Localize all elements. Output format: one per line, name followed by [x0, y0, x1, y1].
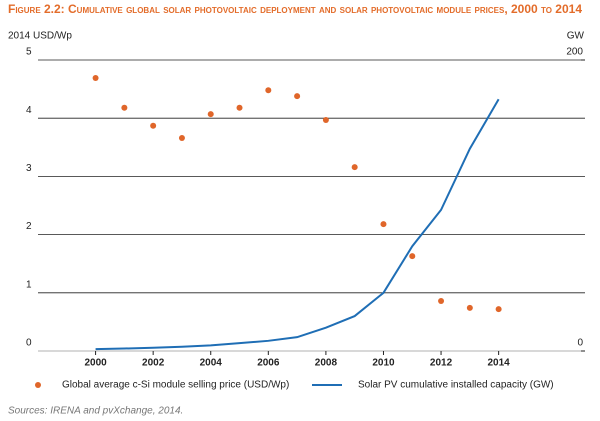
price-dot	[409, 253, 416, 260]
x-tick-label: 2006	[257, 358, 280, 369]
capacity-line	[95, 98, 500, 351]
y-tick-label: 4	[26, 105, 32, 116]
y-tick-label: 1	[26, 279, 32, 290]
price-dot	[92, 75, 99, 82]
legend-label: Global average c-Si module selling price…	[62, 380, 289, 391]
x-tick-label: 2012	[430, 358, 453, 369]
price-dot	[495, 306, 502, 313]
legend-swatch	[35, 382, 41, 388]
source: Sources: IRENA and pvXchange, 2014.	[8, 406, 183, 417]
price-dot	[150, 122, 157, 129]
y-tick-label: 5	[26, 47, 32, 58]
y2-tick-label: 0	[577, 338, 583, 349]
y2-axis-title: GW	[567, 31, 585, 42]
legend-label: Solar PV cumulative installed capacity (…	[358, 380, 554, 391]
chart-title: Figure 2.2: Cumulative global solar phot…	[8, 2, 582, 16]
price-dot	[322, 116, 329, 123]
price-dot	[265, 87, 272, 94]
x-tick-label: 2004	[200, 358, 223, 369]
price-dot	[294, 93, 301, 100]
x-tick-label: 2000	[84, 358, 107, 369]
price-dot	[236, 104, 243, 111]
y-tick-label: 3	[26, 163, 32, 174]
price-dot	[380, 221, 387, 228]
x-tick-label: 2002	[142, 358, 165, 369]
price-dot	[351, 164, 358, 171]
x-tick-label: 2014	[488, 358, 511, 369]
price-dot	[466, 304, 473, 311]
y-tick-label: 2	[26, 221, 32, 232]
x-tick-label: 2010	[372, 358, 395, 369]
y2-tick-label: 200	[566, 47, 583, 58]
y-tick-label: 0	[26, 338, 32, 349]
y-axis-title: 2014 USD/Wp	[8, 31, 72, 42]
price-dot	[178, 134, 185, 141]
price-dot	[121, 104, 128, 111]
price-dot	[207, 111, 214, 118]
x-tick-label: 2008	[315, 358, 338, 369]
price-dot	[438, 297, 445, 304]
